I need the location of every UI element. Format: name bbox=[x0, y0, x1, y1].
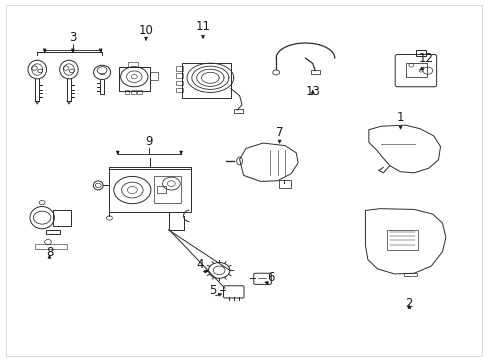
Text: 12: 12 bbox=[418, 52, 432, 65]
Bar bbox=[35, 244, 66, 249]
Bar bbox=[128, 62, 138, 67]
Bar bbox=[53, 210, 71, 226]
Text: 6: 6 bbox=[267, 271, 275, 284]
Bar bbox=[124, 90, 129, 94]
Bar bbox=[46, 230, 60, 234]
Text: 5: 5 bbox=[209, 284, 216, 297]
Bar bbox=[109, 169, 191, 212]
Bar bbox=[176, 73, 183, 78]
Text: 7: 7 bbox=[275, 126, 283, 139]
Bar bbox=[176, 88, 183, 92]
Text: 4: 4 bbox=[197, 258, 204, 271]
Bar bbox=[404, 273, 416, 276]
Bar bbox=[415, 50, 425, 56]
Text: 1: 1 bbox=[396, 111, 404, 125]
Bar bbox=[176, 81, 183, 85]
Bar bbox=[131, 90, 136, 94]
Bar bbox=[406, 63, 426, 77]
Text: 10: 10 bbox=[138, 23, 153, 37]
Text: 13: 13 bbox=[305, 85, 320, 98]
Text: 9: 9 bbox=[145, 135, 153, 148]
Bar bbox=[176, 66, 183, 71]
Text: 11: 11 bbox=[195, 20, 210, 33]
Bar bbox=[157, 186, 165, 193]
Bar bbox=[182, 63, 230, 98]
Text: 3: 3 bbox=[69, 31, 77, 44]
Bar bbox=[233, 109, 242, 113]
Bar bbox=[119, 67, 150, 91]
Bar bbox=[150, 72, 158, 80]
Text: 8: 8 bbox=[46, 246, 53, 259]
Bar bbox=[154, 176, 181, 203]
Text: 2: 2 bbox=[405, 297, 412, 310]
Bar bbox=[311, 70, 320, 74]
Bar bbox=[386, 230, 417, 250]
Bar bbox=[137, 90, 142, 94]
Bar bbox=[278, 180, 290, 188]
